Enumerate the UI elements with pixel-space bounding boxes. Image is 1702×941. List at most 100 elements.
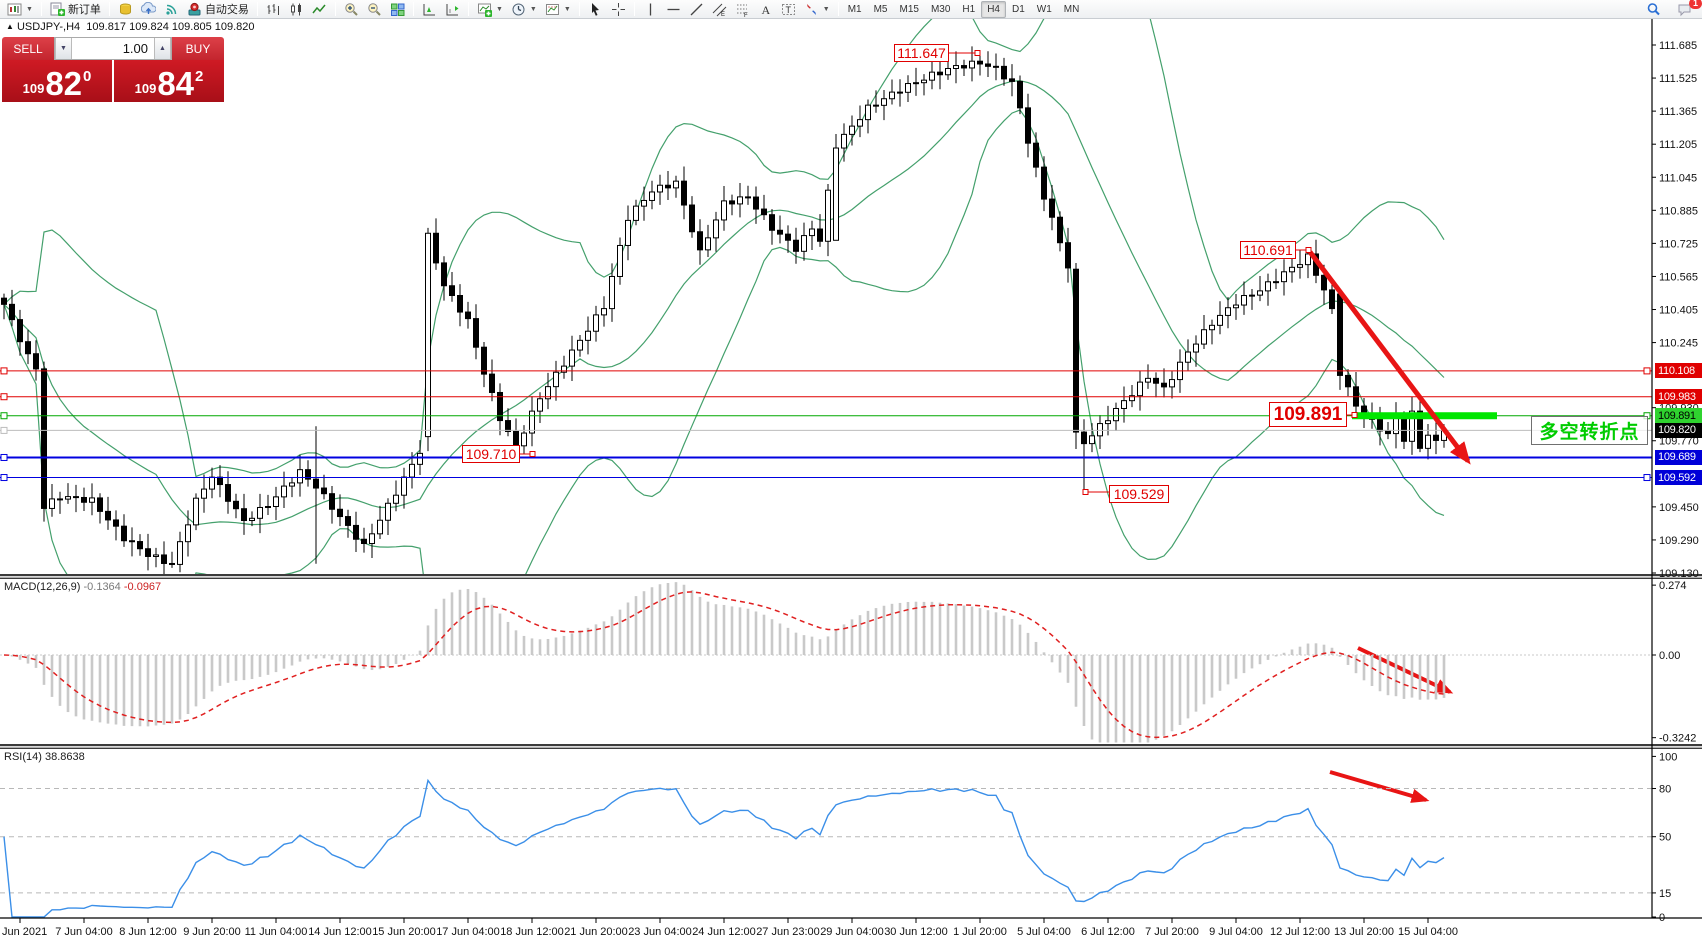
- timeframe-button-mn[interactable]: MN: [1063, 3, 1080, 15]
- zoom-in-icon[interactable]: [340, 1, 363, 18]
- chevron-down-icon[interactable]: ▼: [26, 5, 33, 13]
- cursor-icon[interactable]: [584, 1, 607, 18]
- toolbar-button-new-order-icon[interactable]: 新订单: [46, 1, 105, 18]
- svg-text:80: 80: [1659, 784, 1671, 796]
- svg-text:18 Jun 12:00: 18 Jun 12:00: [500, 926, 564, 938]
- chevron-down-icon[interactable]: ▼: [495, 5, 503, 13]
- hline-anchor: [0, 367, 8, 375]
- svg-text:14 Jun 12:00: 14 Jun 12:00: [308, 926, 372, 938]
- label-anchor: [974, 50, 981, 56]
- svg-text:110.245: 110.245: [1659, 338, 1698, 350]
- timeframe-button-m30[interactable]: M30: [930, 3, 951, 15]
- volume-down-button[interactable]: ▼: [55, 38, 72, 59]
- buy-button[interactable]: BUY: [172, 37, 224, 60]
- price-label-109.710[interactable]: 109.710: [462, 445, 520, 463]
- trend-arrow-main[interactable]: [1308, 250, 1471, 465]
- template-icon[interactable]: ▼: [541, 1, 575, 18]
- bar-chart-icon[interactable]: [262, 1, 285, 18]
- toolbar-separator: [467, 2, 469, 16]
- hline-anchor: [0, 426, 8, 434]
- pane-separator: [0, 574, 1702, 577]
- auto-arrange-icon[interactable]: [418, 1, 441, 18]
- hline-icon[interactable]: [662, 1, 685, 18]
- rsi-line: [3, 778, 1445, 918]
- chevron-down-icon[interactable]: ▼: [822, 5, 830, 13]
- favorites-icon[interactable]: [114, 1, 137, 18]
- candle-chart-icon[interactable]: [285, 1, 308, 18]
- trendline-icon[interactable]: [685, 1, 708, 18]
- timeframe-button-h4[interactable]: H4: [981, 0, 1006, 18]
- svg-text:E: E: [721, 12, 725, 17]
- timeframe-button-d1[interactable]: D1: [1012, 3, 1025, 15]
- svg-text:17 Jun 04:00: 17 Jun 04:00: [436, 926, 500, 938]
- toolbar-button-label: 自动交易: [204, 4, 249, 16]
- chevron-down-icon[interactable]: ▼: [563, 5, 571, 13]
- volume-input[interactable]: 1.00: [122, 41, 148, 56]
- timeframe-button-m15[interactable]: M15: [899, 3, 919, 15]
- tile-windows-icon[interactable]: [386, 1, 409, 18]
- fibonacci-icon[interactable]: F: [731, 1, 754, 18]
- notifications-icon[interactable]: 1: [1673, 0, 1702, 18]
- chevron-down-icon[interactable]: ▼: [529, 5, 537, 13]
- buy-price-button[interactable]: 109 84 2: [114, 60, 224, 102]
- timeframe-button-h1[interactable]: H1: [962, 3, 976, 15]
- svg-text:0: 0: [1659, 912, 1665, 924]
- svg-text:111.525: 111.525: [1659, 73, 1697, 85]
- publish-icon[interactable]: [137, 1, 160, 18]
- hline-anchor: [0, 453, 8, 461]
- timeframe-button-m1[interactable]: M1: [847, 3, 862, 15]
- volume-up-button[interactable]: ▲: [154, 38, 171, 59]
- sell-price-sup: 0: [83, 68, 92, 85]
- svg-text:111.045: 111.045: [1659, 172, 1697, 184]
- svg-text:4 Jun 2021: 4 Jun 2021: [0, 926, 47, 938]
- trend-arrow-rsi[interactable]: [1329, 770, 1430, 803]
- svg-text:15 Jul 04:00: 15 Jul 04:00: [1398, 926, 1458, 938]
- toolbar-separator: [334, 2, 336, 16]
- svg-text:1 Jul 20:00: 1 Jul 20:00: [953, 926, 1007, 938]
- support-zone-bar: [1352, 412, 1497, 420]
- signals-icon[interactable]: [160, 1, 183, 18]
- vline-icon[interactable]: [639, 1, 662, 18]
- zoom-out-icon[interactable]: [363, 1, 386, 18]
- one-click-trade-panel: SELL ▼ 1.00 ▲ BUY 109 82 0 109 84 2: [2, 37, 224, 102]
- svg-text:109.130: 109.130: [1659, 568, 1699, 580]
- sell-button[interactable]: SELL: [2, 37, 54, 60]
- timeframe-button-m5[interactable]: M5: [873, 3, 888, 15]
- rsi-value: 38.8638: [44, 751, 85, 763]
- price-label-109.529[interactable]: 109.529: [1109, 485, 1169, 503]
- svg-text:111.205: 111.205: [1659, 139, 1697, 151]
- bollinger-lo-band: [3, 109, 1445, 575]
- arrows-icon[interactable]: ▼: [800, 1, 834, 18]
- svg-text:13 Jul 20:00: 13 Jul 20:00: [1334, 926, 1394, 938]
- price-label-111.647[interactable]: 111.647: [894, 44, 949, 62]
- channel-icon[interactable]: E: [708, 1, 731, 18]
- annotation-text-box[interactable]: 多空转折点: [1531, 416, 1648, 445]
- svg-text:30 Jun 12:00: 30 Jun 12:00: [884, 926, 948, 938]
- rsi-pane[interactable]: [0, 778, 1652, 918]
- sell-price-button[interactable]: 109 82 0: [2, 60, 112, 102]
- main-chart-pane[interactable]: [1, 0, 1447, 649]
- buy-price-sup: 2: [195, 68, 204, 85]
- chart-shift-icon[interactable]: [441, 1, 464, 18]
- timeframe-button-w1[interactable]: W1: [1036, 3, 1052, 15]
- text-icon[interactable]: A: [754, 1, 777, 18]
- periods-clock-icon[interactable]: ▼: [507, 1, 541, 18]
- price-label-110.691[interactable]: 110.691: [1240, 241, 1296, 259]
- svg-text:109.290: 109.290: [1659, 535, 1699, 547]
- symbol-arrow-icon: ▲: [6, 22, 14, 31]
- search-icon[interactable]: [1642, 1, 1665, 18]
- text-label-icon[interactable]: T: [777, 1, 800, 18]
- chart-window-icon[interactable]: ▼: [3, 1, 37, 18]
- toolbar-button-autotrade-icon[interactable]: 自动交易: [183, 1, 253, 18]
- toolbar-separator: [108, 2, 110, 16]
- crosshair-icon[interactable]: [607, 1, 630, 18]
- price-label-109.891[interactable]: 109.891: [1269, 402, 1347, 427]
- svg-text:110.725: 110.725: [1659, 238, 1698, 250]
- macd-pane[interactable]: [0, 582, 1652, 743]
- add-indicator-icon[interactable]: ▼: [473, 1, 507, 18]
- line-chart-icon[interactable]: [308, 1, 331, 18]
- svg-text:7 Jul 20:00: 7 Jul 20:00: [1145, 926, 1199, 938]
- svg-text:7 Jun 04:00: 7 Jun 04:00: [55, 926, 113, 938]
- toolbar-separator: [412, 2, 414, 16]
